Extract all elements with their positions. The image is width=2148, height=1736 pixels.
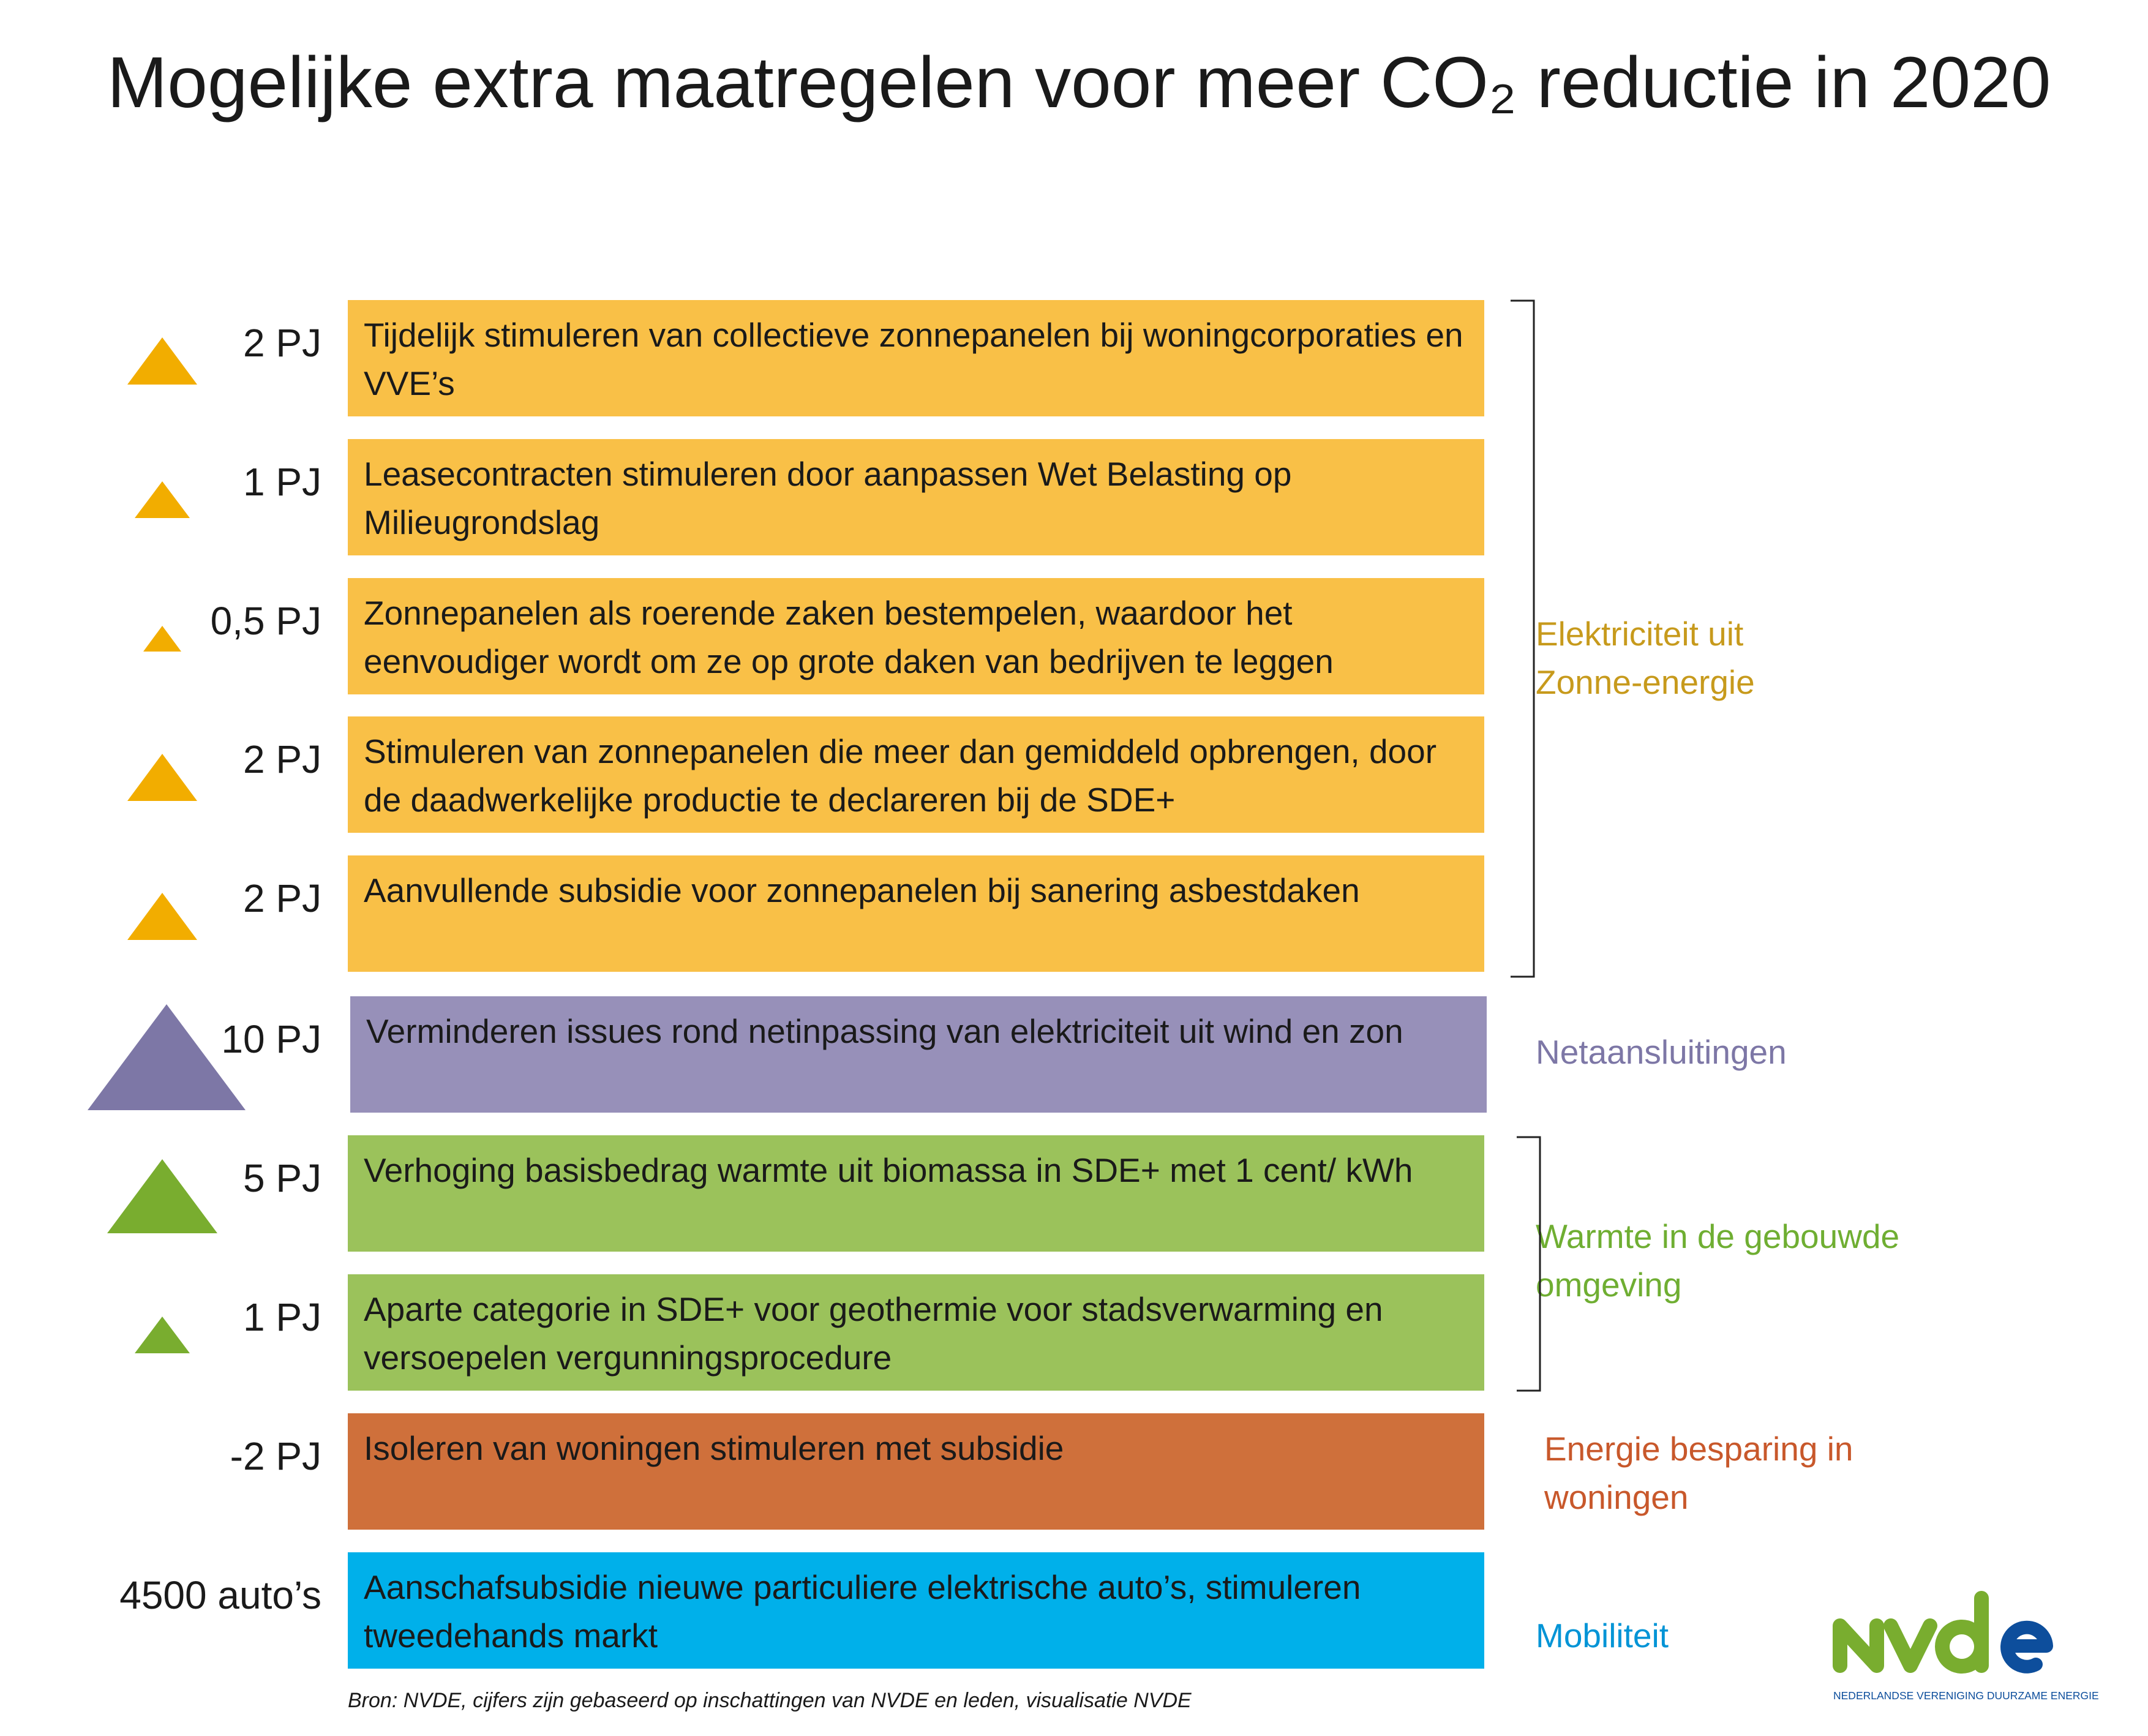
triangle-up-icon — [127, 892, 197, 940]
measure-row: 1 PJ Leasecontracten stimuleren door aanp… — [0, 439, 1494, 555]
measure-row: 1 PJ Aparte categorie in SDE+ voor geothe… — [0, 1274, 1494, 1391]
measure-description: Isoleren van woningen stimuleren met sub… — [348, 1413, 1484, 1530]
triangle-up-icon — [88, 1004, 246, 1110]
measure-row: 0,5 PJ Zonnepanelen als roerende zaken be… — [0, 578, 1494, 694]
category-label-grid: Netaansluitingen — [1536, 1033, 1787, 1071]
category-label-mobility: Mobiliteit — [1536, 1617, 1669, 1655]
triangle-up-icon — [127, 337, 197, 385]
measure-amount: 5 PJ — [242, 1156, 321, 1200]
category-label-savings: Energie besparing in woningen — [1544, 1430, 1853, 1516]
measure-row: 2 PJ Aanvullende subsidie voor zonnepanel… — [0, 855, 1494, 972]
triangle-up-icon — [107, 1159, 217, 1233]
measure-row: 5 PJ Verhoging basisbedrag warmte uit bio… — [0, 1135, 1494, 1252]
measure-description: Stimuleren van zonnepanelen die meer dan… — [348, 716, 1484, 833]
page-title: Mogelijke extra maatregelen voor meer CO… — [107, 42, 2051, 123]
measure-description: Tijdelijk stimuleren van collectieve zon… — [348, 300, 1484, 416]
measure-row: 2 PJ Stimuleren van zonnepanelen die meer… — [0, 716, 1494, 833]
bracket-heat — [1517, 1136, 1541, 1392]
bracket-solar — [1511, 299, 1535, 978]
measure-description: Leasecontracten stimuleren door aanpasse… — [348, 439, 1484, 555]
measure-row: 4500 auto’s Aanschafsubsidie nieuwe parti… — [0, 1552, 1494, 1669]
measure-amount: -2 PJ — [230, 1434, 321, 1478]
measure-amount: 1 PJ — [242, 1295, 321, 1339]
triangle-up-icon — [143, 626, 181, 652]
triangle-up-icon — [135, 1317, 190, 1353]
measure-amount: 10 PJ — [221, 1017, 321, 1061]
measure-description: Verhoging basisbedrag warmte uit biomass… — [348, 1135, 1484, 1252]
measure-amount: 2 PJ — [242, 737, 321, 781]
nvde-logo: NEDERLANDSE VERENIGING DUURZAME ENERGIE — [1833, 1591, 2099, 1702]
measure-amount: 4500 auto’s — [119, 1573, 321, 1617]
measure-description: Verminderen issues rond netinpassing van… — [350, 996, 1487, 1113]
measure-description: Aparte categorie in SDE+ voor geothermie… — [348, 1274, 1484, 1391]
triangle-up-icon — [127, 753, 197, 801]
logo-tagline: NEDERLANDSE VERENIGING DUURZAME ENERGIE — [1833, 1689, 2099, 1702]
measure-row: -2 PJ Isoleren van woningen stimuleren me… — [0, 1413, 1494, 1530]
measure-row: 10 PJ Verminderen issues rond netinpassin… — [0, 996, 1494, 1113]
measure-description: Aanschafsubsidie nieuwe particuliere ele… — [348, 1552, 1484, 1669]
triangle-up-icon — [135, 481, 190, 518]
measure-amount: 1 PJ — [242, 460, 321, 504]
measure-description: Zonnepanelen als roerende zaken bestempe… — [348, 578, 1484, 694]
measure-row: 2 PJ Tijdelijk stimuleren van collectieve… — [0, 300, 1494, 416]
measure-amount: 2 PJ — [242, 321, 321, 365]
measure-description: Aanvullende subsidie voor zonnepanelen b… — [348, 855, 1484, 972]
measure-amount: 2 PJ — [242, 876, 321, 920]
source-note: Bron: NVDE, cijfers zijn gebaseerd op in… — [348, 1689, 1192, 1712]
category-label-heat: Warmte in de gebouwde omgeving — [1536, 1217, 1900, 1304]
measure-amount: 0,5 PJ — [210, 599, 321, 643]
category-label-solar: Elektriciteit uit Zonne-energie — [1536, 615, 1755, 701]
